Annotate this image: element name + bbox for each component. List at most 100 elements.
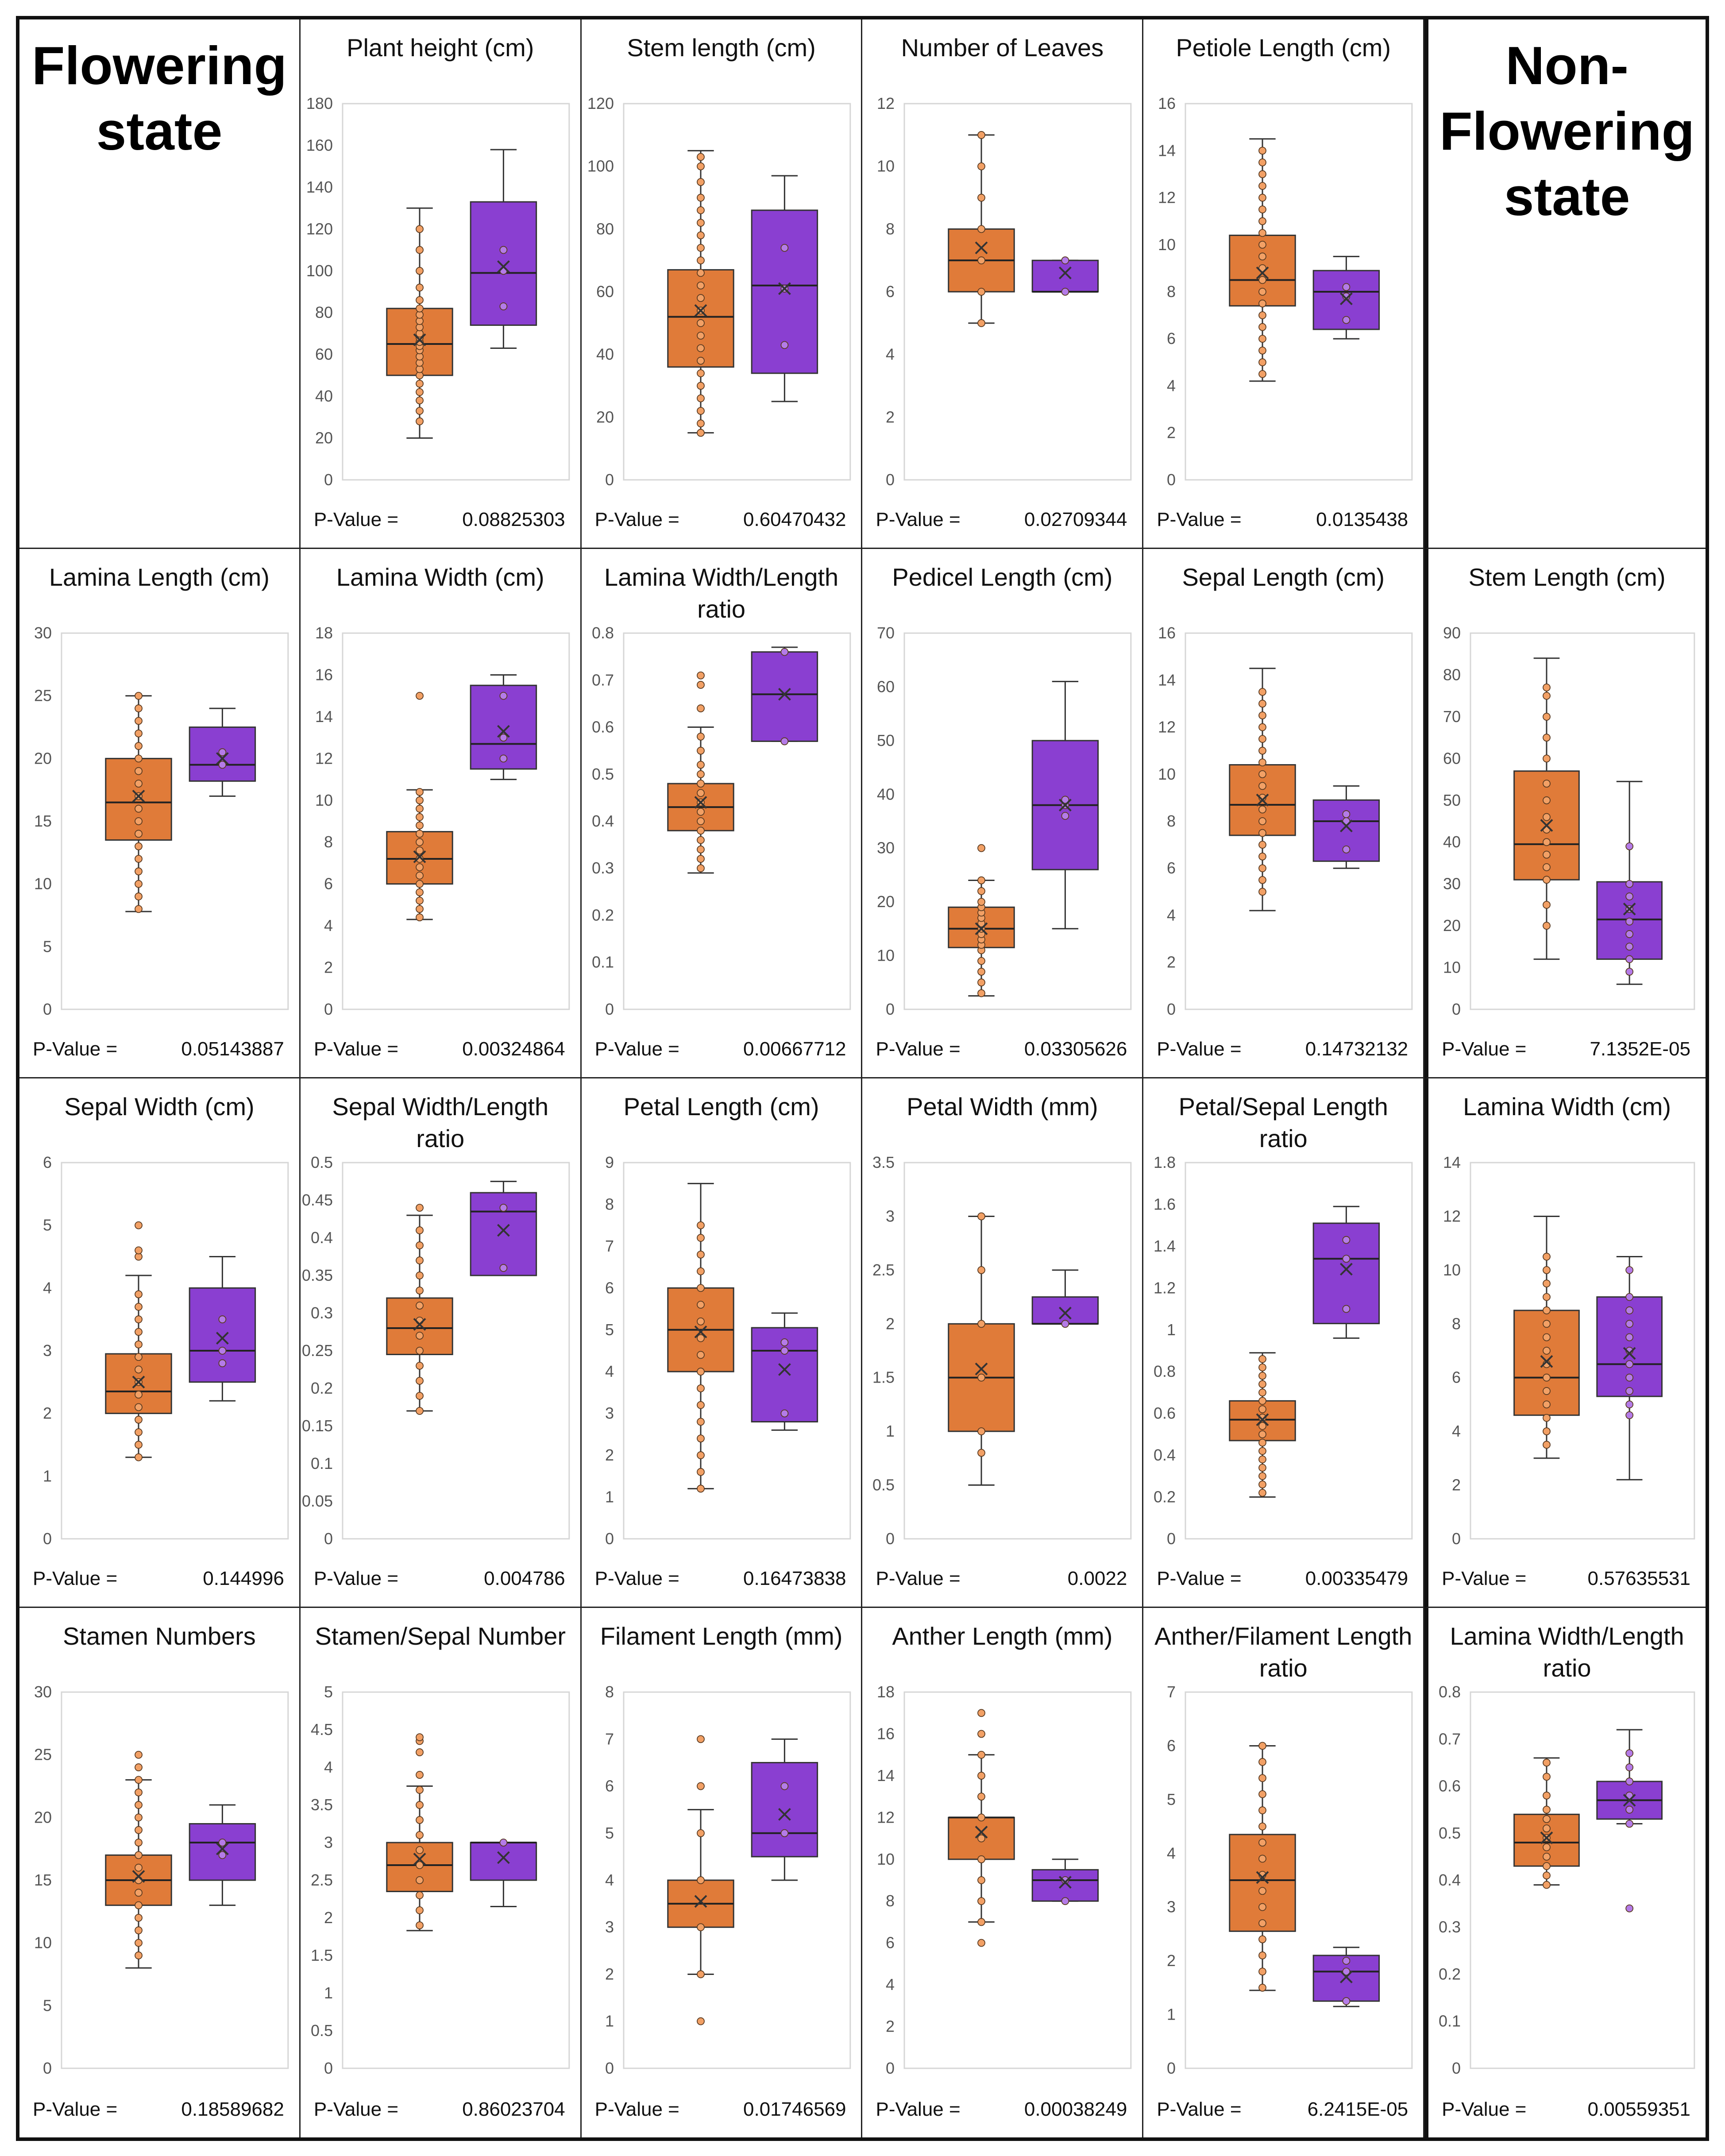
orange-series — [105, 1750, 172, 1969]
iqr-box — [751, 1762, 818, 1858]
data-point — [977, 876, 986, 885]
data-point — [977, 1939, 986, 1947]
data-point — [1258, 311, 1267, 320]
data-point — [696, 294, 705, 302]
data-point — [1625, 1820, 1634, 1828]
y-tick-label: 0.2 — [311, 1379, 333, 1397]
data-point — [977, 957, 986, 965]
data-point — [135, 767, 143, 775]
data-point — [415, 1876, 424, 1884]
data-point — [1543, 1333, 1551, 1341]
data-point — [1543, 734, 1551, 742]
data-point — [135, 1813, 143, 1822]
data-point — [696, 1782, 705, 1790]
plot-frame — [61, 632, 289, 1010]
mean-marker — [497, 260, 510, 273]
y-tick-label: 120 — [306, 220, 333, 238]
data-point — [218, 761, 227, 769]
y-tick-label: 0.45 — [302, 1191, 333, 1209]
box-plot: 0 0.05 0.1 0.15 0.2 0.25 0.3 0.35 0.4 0.45 0.5 — [302, 1153, 570, 1548]
data-point — [1258, 1405, 1267, 1414]
data-point — [415, 1831, 424, 1839]
y-tick-label: 0 — [43, 1530, 52, 1548]
data-point — [1258, 782, 1267, 790]
data-point — [135, 1801, 143, 1809]
y-tick-label: 1 — [324, 1984, 333, 2002]
plot-frame — [903, 632, 1132, 1010]
data-point — [1258, 1464, 1267, 1472]
p-value-row: P-Value = 0.00324864 — [314, 1038, 565, 1060]
data-point — [1258, 1480, 1267, 1489]
data-point — [780, 648, 788, 656]
data-point — [977, 1813, 986, 1822]
orange-series — [1229, 1742, 1297, 1992]
chart-petal-sepal-ratio: Petal/Sepal Length ratio 0 0.2 0.4 0.6 0.8 1 1.… — [1143, 1078, 1425, 1608]
box-plot: 0 0.2 0.4 0.6 0.8 1 1.2 1.4 1.6 1.8 — [1154, 1153, 1413, 1548]
data-point — [977, 1772, 986, 1780]
data-point — [977, 1266, 986, 1274]
y-tick-label: 3.5 — [311, 1796, 333, 1814]
data-point — [415, 1786, 424, 1794]
chart-filament-length: Filament Length (mm) 0 1 2 3 4 5 6 7 8 P-Value = 0.… — [582, 1608, 863, 2137]
data-point — [415, 283, 424, 292]
orange-series — [1229, 138, 1297, 382]
data-point — [1258, 1355, 1267, 1363]
data-point — [1061, 1320, 1069, 1328]
y-tick-label: 30 — [1443, 875, 1461, 893]
data-point — [1258, 770, 1267, 778]
data-point — [415, 1347, 424, 1355]
p-value-row: P-Value = 0.0135438 — [1157, 509, 1408, 531]
y-tick-label: 6 — [886, 282, 895, 301]
y-tick-label: 160 — [306, 136, 333, 155]
orange-series — [948, 131, 1015, 327]
y-tick-label: 40 — [596, 345, 614, 363]
mean-marker — [694, 1325, 707, 1338]
data-point — [1543, 1773, 1551, 1781]
y-tick-label: 3 — [324, 1833, 333, 1851]
data-point — [977, 193, 986, 202]
p-value: 0.00667712 — [743, 1038, 846, 1060]
data-point — [1342, 1967, 1351, 1976]
plot-frame — [342, 1162, 570, 1540]
data-point — [1258, 158, 1267, 166]
box-plot: 0 2 4 6 8 10 12 14 16 — [1158, 94, 1413, 489]
y-tick-label: 14 — [315, 707, 333, 726]
data-point — [977, 225, 986, 233]
y-tick-label: 12 — [1158, 718, 1176, 736]
y-tick-label: 0 — [1452, 1530, 1461, 1548]
iqr-box — [1032, 1296, 1099, 1325]
y-tick-label: 8 — [1167, 282, 1176, 301]
purple-series — [751, 175, 818, 402]
p-value: 0.00559351 — [1587, 2098, 1690, 2120]
chart-lamina-width: Lamina Width (cm) 0 2 4 6 8 10 12 14 16 18 P-Value … — [300, 549, 582, 1078]
p-value-row: P-Value = 0.14732132 — [1157, 1038, 1408, 1060]
chart-title: Petal Length (cm) — [623, 1093, 819, 1121]
iqr-box — [1229, 1834, 1297, 1932]
y-tick-label: 5 — [605, 1824, 614, 1842]
chart-lamina-length: Lamina Length (cm) 0 5 10 15 20 25 30 P-Value = 0… — [19, 549, 301, 1078]
data-point — [135, 1863, 143, 1872]
y-tick-label: 8 — [1167, 812, 1176, 830]
y-tick-label: 0 — [1167, 1000, 1176, 1018]
y-tick-label: 10 — [1443, 958, 1461, 976]
data-point — [696, 864, 705, 873]
y-tick-label: 0 — [324, 2059, 333, 2077]
y-tick-label: 0 — [1452, 1000, 1461, 1018]
mean-marker — [132, 1870, 145, 1883]
data-point — [1543, 863, 1551, 871]
data-point — [1258, 1903, 1267, 1911]
data-point — [415, 846, 424, 854]
data-point — [415, 888, 424, 896]
chart-title: Filament Length (mm) — [600, 1622, 843, 1650]
iqr-box — [751, 651, 818, 742]
data-point — [415, 1748, 424, 1756]
purple-series — [1313, 255, 1380, 340]
data-point — [415, 913, 424, 922]
plot-frame — [903, 1162, 1132, 1540]
y-tick-label: 0 — [605, 471, 614, 489]
y-tick-label: 0 — [43, 1000, 52, 1018]
mean-marker — [1540, 1355, 1553, 1368]
data-point — [1543, 1414, 1551, 1422]
purple-series — [1313, 1206, 1380, 1339]
data-point — [135, 1302, 143, 1311]
